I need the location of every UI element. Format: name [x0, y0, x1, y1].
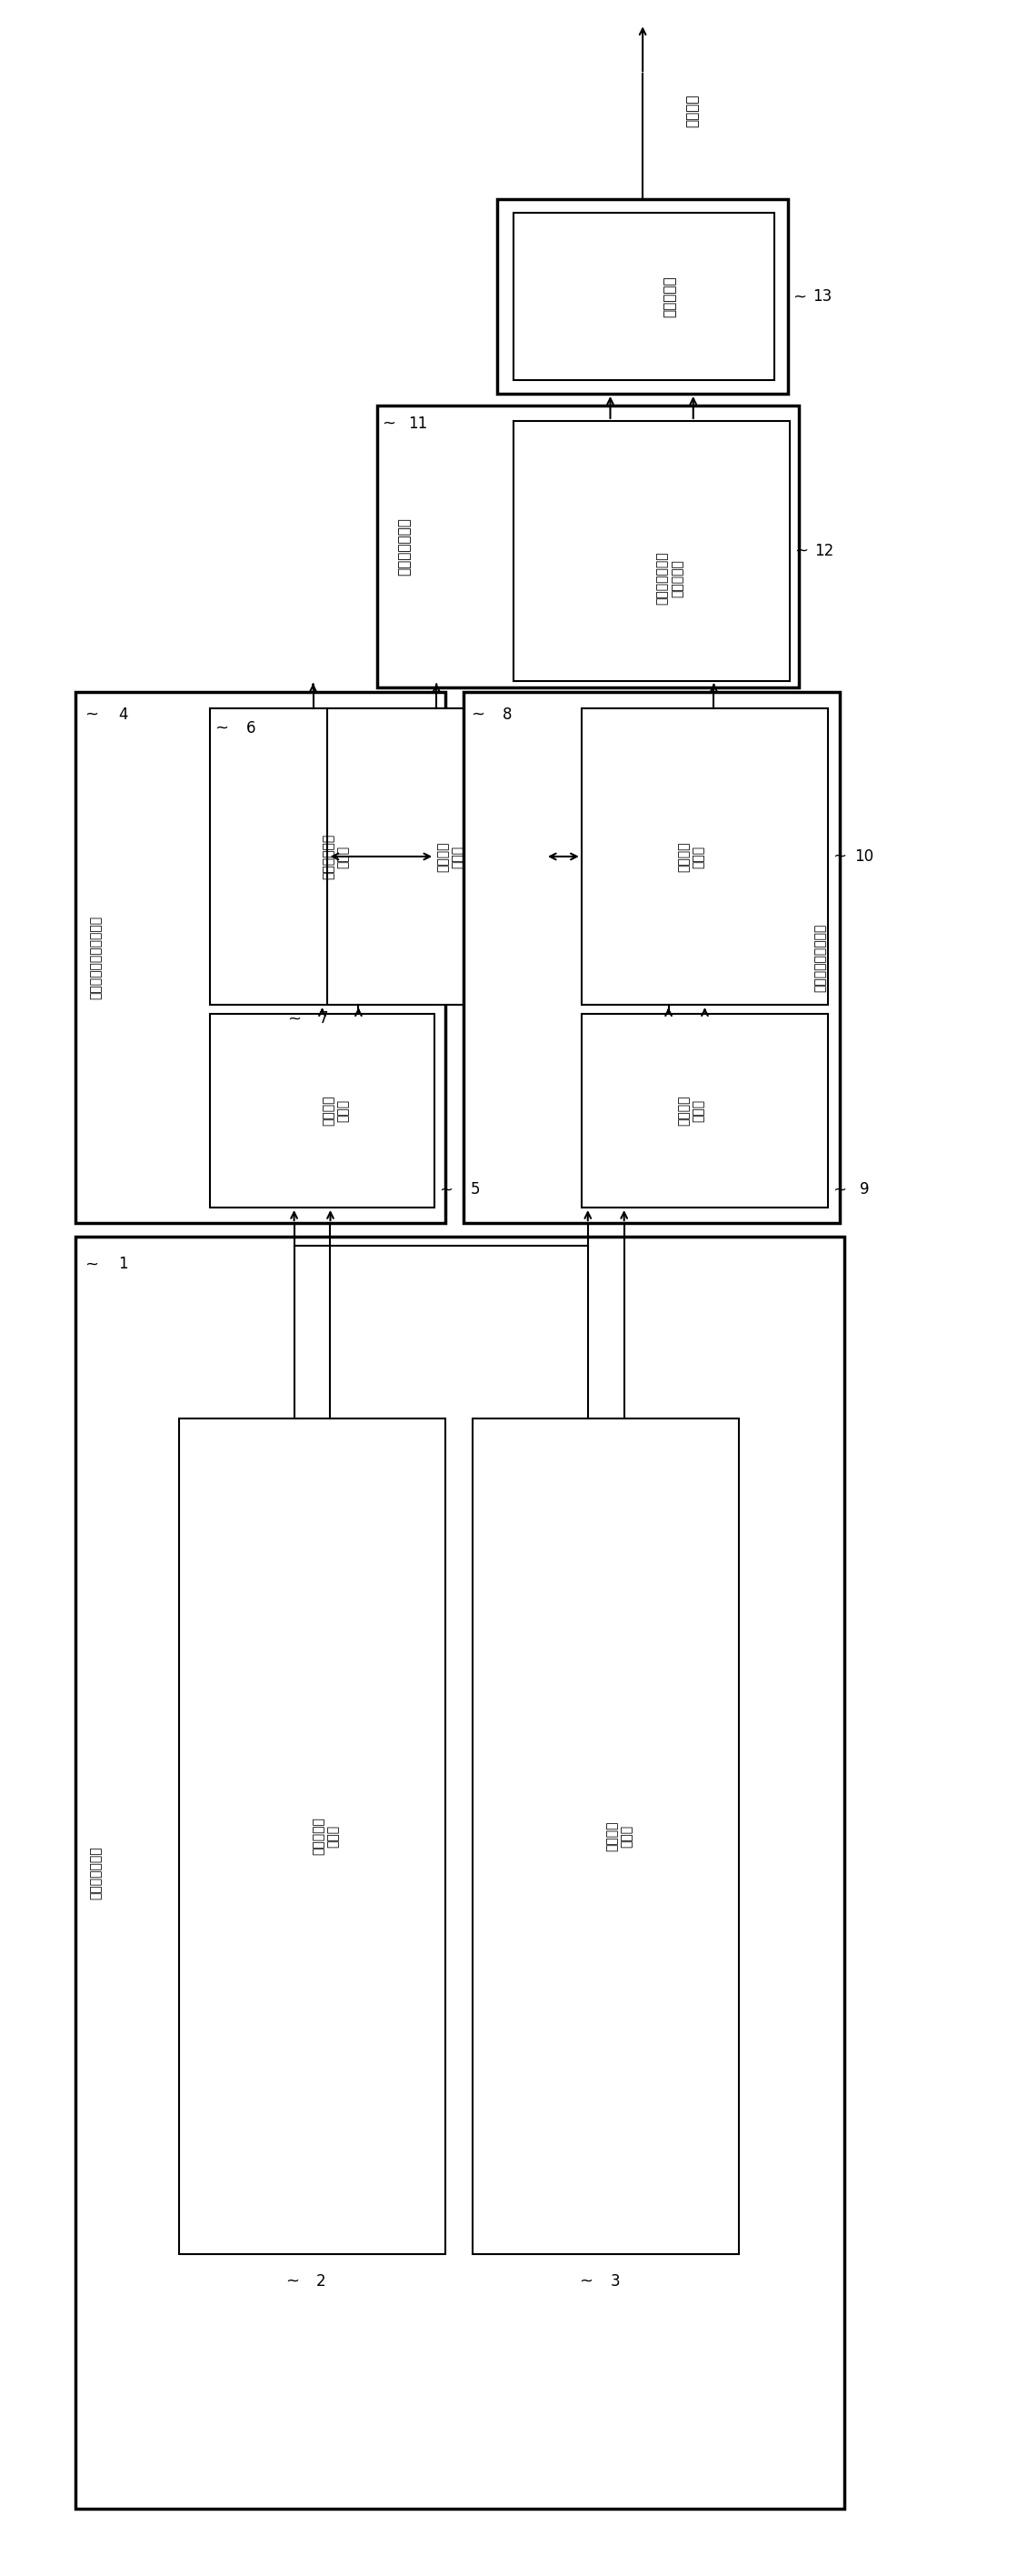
Text: ~: ~: [84, 1255, 99, 1273]
Bar: [514, 420, 790, 680]
Bar: [377, 404, 799, 688]
Text: 4: 4: [118, 706, 127, 721]
Text: 10: 10: [854, 848, 874, 866]
Text: 个人适合驾驶特性判定部: 个人适合驾驶特性判定部: [89, 914, 102, 999]
Bar: [582, 1015, 828, 1208]
Text: ~: ~: [382, 415, 396, 433]
Bar: [75, 1236, 844, 2509]
Text: 9: 9: [859, 1182, 870, 1198]
Text: ~: ~: [215, 719, 228, 737]
Text: ~: ~: [439, 1182, 453, 1198]
Bar: [582, 708, 828, 1005]
Text: ~: ~: [84, 706, 99, 721]
Bar: [497, 198, 788, 394]
Bar: [473, 1419, 739, 2254]
Text: 自动特性
设定部: 自动特性 设定部: [677, 842, 705, 871]
Text: 自动驾驶
学习部: 自动驾驶 学习部: [677, 1095, 705, 1126]
Bar: [75, 690, 445, 1224]
Bar: [210, 708, 434, 1005]
Text: ~: ~: [579, 2272, 593, 2290]
Text: 控制指令: 控制指令: [685, 93, 700, 126]
Text: 自动驾驶特性判定部: 自动驾驶特性判定部: [814, 922, 826, 992]
Text: ~: ~: [471, 706, 485, 721]
Text: ~: ~: [833, 848, 846, 866]
Text: 5: 5: [471, 1182, 480, 1198]
Bar: [514, 214, 775, 381]
Text: 2: 2: [316, 2272, 326, 2290]
Text: 3: 3: [610, 2272, 619, 2290]
Text: 13: 13: [813, 289, 832, 304]
Bar: [327, 708, 545, 1005]
Text: ~: ~: [833, 1182, 846, 1198]
Text: 手动驾驶特性
设定部: 手动驾驶特性 设定部: [322, 835, 350, 878]
Text: 不安感、物理量
模型设定部: 不安感、物理量 模型设定部: [656, 551, 683, 605]
Text: 行驶状况检测部: 行驶状况检测部: [89, 1847, 102, 1899]
Text: 6: 6: [246, 719, 255, 737]
Text: ~: ~: [792, 289, 806, 304]
Text: ~: ~: [285, 2272, 299, 2290]
Text: ~: ~: [287, 1010, 301, 1028]
Bar: [210, 1015, 434, 1208]
Text: 7: 7: [318, 1010, 327, 1028]
Text: 周围状况
检测部: 周围状况 检测部: [606, 1821, 634, 1852]
Text: 8: 8: [502, 706, 512, 721]
Text: 手动驾驶
学习部: 手动驾驶 学习部: [322, 1095, 350, 1126]
Bar: [179, 1419, 445, 2254]
Text: 参数控制部: 参数控制部: [663, 276, 676, 317]
Bar: [464, 690, 840, 1224]
Text: 1: 1: [118, 1255, 127, 1273]
Text: 11: 11: [409, 415, 428, 433]
Text: 本车辆状况
检测部: 本车辆状况 检测部: [312, 1816, 340, 1855]
Text: ~: ~: [794, 544, 809, 559]
Text: 驾驶特性
数据库: 驾驶特性 数据库: [436, 842, 464, 871]
Text: 切换参数设定部: 切换参数设定部: [398, 518, 412, 574]
Text: 12: 12: [815, 544, 834, 559]
